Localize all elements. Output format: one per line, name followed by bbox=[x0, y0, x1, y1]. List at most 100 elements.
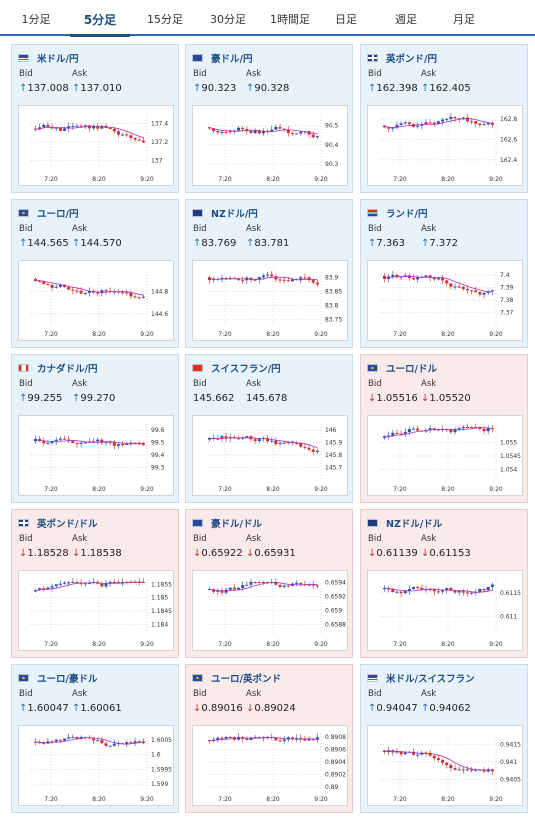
rate-card[interactable]: スイスフラン/円 Bid Ask 145.662 145.678 146 145.9 145.… bbox=[185, 354, 353, 503]
rate-card-title[interactable]: NZドル/ドル bbox=[367, 516, 442, 530]
tab-日足[interactable]: 日足 bbox=[335, 13, 357, 26]
candle-body bbox=[274, 582, 278, 585]
rate-card-title[interactable]: カナダドル/円 bbox=[18, 361, 97, 375]
rate-card[interactable]: 英ポンド/ドル Bid Ask ↓1.18528 ↓1.18538 1.1855 1.185… bbox=[11, 509, 179, 658]
ask-price: 83.781 bbox=[254, 238, 290, 249]
candle-body bbox=[449, 117, 453, 119]
bid-value: ↓1.18528 bbox=[19, 548, 69, 559]
rate-card[interactable]: カナダドル/円 Bid Ask ↑99.255 ↑99.270 99.6 99.5 99.4 9… bbox=[11, 354, 179, 503]
rate-card[interactable]: 米ドル/円 Bid Ask ↑137.008 ↑137.010 137.4 137.2 137… bbox=[11, 44, 179, 193]
currency-pair-label[interactable]: NZドル/円 bbox=[211, 209, 258, 220]
currency-pair-label[interactable]: 豪ドル/ドル bbox=[211, 519, 262, 530]
candle-body bbox=[420, 587, 424, 591]
rate-card[interactable]: ユーロ/ドル Bid Ask ↓1.05516 ↓1.05520 1.055 1.0545 1… bbox=[360, 354, 528, 503]
tab-15分足[interactable]: 15分足 bbox=[147, 13, 183, 26]
tab-5分足[interactable]: 5分足 bbox=[70, 0, 130, 37]
rate-card-title[interactable]: 英ポンド/円 bbox=[367, 51, 437, 65]
currency-pair-label[interactable]: ランド/円 bbox=[386, 209, 428, 220]
arrow-up-icon: ↑ bbox=[72, 703, 81, 714]
candlestick-chart[interactable]: 144.8 144.6 7:20 8:20 9:20 bbox=[18, 260, 174, 341]
rate-card-title[interactable]: ユーロ/豪ドル bbox=[18, 671, 97, 685]
y-tick-label: 144.6 bbox=[151, 311, 168, 318]
currency-pair-label[interactable]: 豪ドル/円 bbox=[211, 54, 253, 65]
candlestick-chart[interactable]: 137.4 137.2 137 7:20 8:20 9:20 bbox=[18, 105, 174, 186]
y-tick-label: 145.7 bbox=[325, 465, 342, 472]
candle-body bbox=[282, 585, 286, 587]
candle-body bbox=[482, 292, 486, 295]
tab-1分足[interactable]: 1分足 bbox=[21, 13, 51, 26]
candle-body bbox=[100, 290, 104, 294]
bid-label: Bid bbox=[368, 534, 382, 544]
candle-body bbox=[395, 591, 399, 593]
rate-card[interactable]: 米ドル/スイスフラン Bid Ask ↑0.94047 ↑0.94062 0.9415 0.… bbox=[360, 664, 528, 813]
rate-card[interactable]: ランド/円 Bid Ask ↑7.363 ↑7.372 7.4 7.39 7.38 7.37 7:… bbox=[360, 199, 528, 348]
candle-body bbox=[286, 129, 290, 134]
rate-card-title[interactable]: ユーロ/ドル bbox=[367, 361, 437, 375]
candlestick-chart[interactable]: 7.4 7.39 7.38 7.37 7:20 8:20 9:20 bbox=[367, 260, 523, 341]
arrow-up-icon: ↑ bbox=[246, 238, 255, 249]
rate-card[interactable]: ユーロ/豪ドル Bid Ask ↑1.60047 ↑1.60061 1.6005 1.6 1.… bbox=[11, 664, 179, 813]
rate-card[interactable]: 豪ドル/ドル Bid Ask ↓0.65922 ↓0.65931 0.6594 0.6592… bbox=[185, 509, 353, 658]
candlestick-chart[interactable]: 0.6594 0.6592 0.659 0.6588 7:20 8:20 9:20 bbox=[192, 570, 348, 651]
candlestick-chart[interactable]: 1.1855 1.185 1.1845 1.184 7:20 8:20 9:20 bbox=[18, 570, 174, 651]
arrow-down-icon: ↓ bbox=[368, 393, 377, 404]
candle-body bbox=[257, 130, 261, 134]
currency-pair-label[interactable]: ユーロ/ドル bbox=[386, 364, 437, 375]
ask-label: Ask bbox=[246, 689, 262, 699]
rate-card[interactable]: NZドル/円 Bid Ask ↑83.769 ↑83.781 83.9 83.85 83.8 8… bbox=[185, 199, 353, 348]
rate-card-title[interactable]: 米ドル/スイスフラン bbox=[367, 671, 475, 685]
candle-body bbox=[108, 128, 112, 130]
currency-pair-label[interactable]: 英ポンド/ドル bbox=[37, 519, 98, 530]
candlestick-chart[interactable]: 0.9415 0.941 0.9405 7:20 8:20 9:20 bbox=[367, 725, 523, 806]
candlestick-chart[interactable]: 99.6 99.5 99.4 99.3 7:20 8:20 9:20 bbox=[18, 415, 174, 496]
rate-card-title[interactable]: 豪ドル/ドル bbox=[192, 516, 262, 530]
candlestick-chart[interactable]: 146 145.9 145.8 145.7 7:20 8:20 9:20 bbox=[192, 415, 348, 496]
ask-label: Ask bbox=[421, 534, 437, 544]
rate-card[interactable]: 英ポンド/円 Bid Ask ↑162.398 ↑162.405 162.8 162.6 16… bbox=[360, 44, 528, 193]
y-tick-label: 145.9 bbox=[325, 440, 342, 447]
candle-body bbox=[208, 437, 211, 440]
candlestick-chart[interactable]: 83.9 83.85 83.8 83.75 7:20 8:20 9:20 bbox=[192, 260, 348, 341]
rate-card-title[interactable]: ユーロ/円 bbox=[18, 206, 78, 220]
rate-card-title[interactable]: 豪ドル/円 bbox=[192, 51, 252, 65]
currency-pair-label[interactable]: スイスフラン/円 bbox=[211, 364, 281, 375]
currency-pair-label[interactable]: 米ドル/スイスフラン bbox=[386, 674, 475, 685]
tab-週足[interactable]: 週足 bbox=[395, 13, 417, 26]
tab-月足[interactable]: 月足 bbox=[453, 13, 475, 26]
candle-body bbox=[253, 279, 257, 281]
candlestick-chart[interactable]: 1.6005 1.6 1.5995 1.599 7:20 8:20 9:20 bbox=[18, 725, 174, 806]
currency-pair-label[interactable]: ユーロ/豪ドル bbox=[37, 674, 98, 685]
rate-card-title[interactable]: ランド/円 bbox=[367, 206, 427, 220]
moving-average-line bbox=[384, 427, 493, 438]
rate-card-title[interactable]: 英ポンド/ドル bbox=[18, 516, 97, 530]
candle-body bbox=[461, 427, 465, 429]
tab-1時間足[interactable]: 1時間足 bbox=[270, 13, 310, 26]
rate-card[interactable]: NZドル/ドル Bid Ask ↓0.61139 ↓0.61153 0.6115 0.611… bbox=[360, 509, 528, 658]
candle-body bbox=[399, 123, 403, 125]
candlestick-chart[interactable]: 90.5 90.4 90.3 7:20 8:20 9:20 bbox=[192, 105, 348, 186]
rate-card[interactable]: ユーロ/円 Bid Ask ↑144.565 ↑144.570 144.8 144.6 7:2… bbox=[11, 199, 179, 348]
candle-body bbox=[449, 765, 453, 769]
currency-pair-label[interactable]: NZドル/ドル bbox=[386, 519, 443, 530]
arrow-up-icon: ↑ bbox=[368, 238, 377, 249]
candlestick-chart[interactable]: 0.6115 0.611 7:20 8:20 9:20 bbox=[367, 570, 523, 651]
currency-pair-label[interactable]: ユーロ/円 bbox=[37, 209, 79, 220]
candlestick-chart[interactable]: 162.8 162.6 162.4 7:20 8:20 9:20 bbox=[367, 105, 523, 186]
moving-average-line bbox=[35, 581, 144, 592]
rate-card-title[interactable]: 米ドル/円 bbox=[18, 51, 78, 65]
currency-pair-label[interactable]: ユーロ/英ポンド bbox=[211, 674, 281, 685]
currency-pair-label[interactable]: 米ドル/円 bbox=[37, 54, 79, 65]
candlestick-chart[interactable]: 0.8908 0.8906 0.8904 0.8902 0.89 7:20 8:20 9:20 bbox=[192, 725, 348, 806]
tab-30分足[interactable]: 30分足 bbox=[210, 13, 246, 26]
candle-body bbox=[416, 125, 420, 127]
bid-value: ↑1.60047 bbox=[19, 703, 69, 714]
currency-pair-label[interactable]: カナダドル/円 bbox=[37, 364, 98, 375]
rate-card[interactable]: ユーロ/英ポンド Bid Ask ↓0.89016 ↓0.89024 0.8908 0.89… bbox=[185, 664, 353, 813]
candlestick-chart[interactable]: 1.055 1.0545 1.054 7:20 8:20 9:20 bbox=[367, 415, 523, 496]
rate-card-title[interactable]: ユーロ/英ポンド bbox=[192, 671, 281, 685]
rate-card-title[interactable]: NZドル/円 bbox=[192, 206, 258, 220]
currency-pair-label[interactable]: 英ポンド/円 bbox=[386, 54, 437, 65]
rate-card[interactable]: 豪ドル/円 Bid Ask ↑90.323 ↑90.328 90.5 90.4 90.3 7:2… bbox=[185, 44, 353, 193]
rate-card-title[interactable]: スイスフラン/円 bbox=[192, 361, 281, 375]
candle-body bbox=[470, 769, 474, 771]
